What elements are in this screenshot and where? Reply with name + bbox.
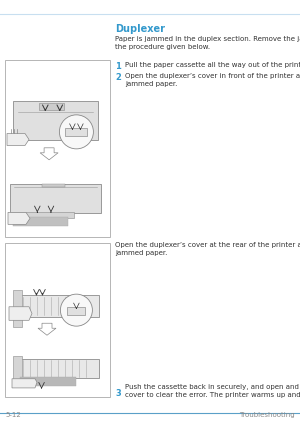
Bar <box>5 243 110 397</box>
Polygon shape <box>8 212 30 224</box>
Text: Troubleshooting: Troubleshooting <box>239 412 295 418</box>
Text: Pull the paper cassette all the way out of the printer.: Pull the paper cassette all the way out … <box>125 62 300 68</box>
Polygon shape <box>38 323 56 335</box>
Text: Paper is jammed in the duplex section. Remove the jammed paper using
the procedu: Paper is jammed in the duplex section. R… <box>115 36 300 50</box>
Polygon shape <box>7 133 29 145</box>
Bar <box>5 60 110 237</box>
Text: Open the duplexer’s cover in front of the printer and remove any
jammed paper.: Open the duplexer’s cover in front of th… <box>125 73 300 87</box>
Polygon shape <box>12 379 37 388</box>
Bar <box>10 212 74 218</box>
Text: Duplexer: Duplexer <box>115 24 165 34</box>
Bar <box>65 128 87 136</box>
Bar <box>10 184 101 213</box>
Bar <box>68 307 85 315</box>
Polygon shape <box>9 307 32 320</box>
Text: 2: 2 <box>115 73 121 82</box>
Text: Open the duplexer’s cover at the rear of the printer and remove any
jammed paper: Open the duplexer’s cover at the rear of… <box>115 242 300 256</box>
Text: Push the cassette back in securely, and open and close the top
cover to clear th: Push the cassette back in securely, and … <box>125 384 300 398</box>
Text: 1: 1 <box>115 62 121 71</box>
Bar <box>13 217 68 227</box>
Bar <box>13 356 22 386</box>
Bar <box>20 377 76 386</box>
Bar <box>20 359 99 378</box>
Bar <box>13 101 98 140</box>
Bar <box>20 295 99 317</box>
Bar <box>42 184 64 187</box>
Bar <box>38 103 64 110</box>
Text: 3: 3 <box>115 389 121 398</box>
Bar <box>13 290 22 327</box>
Polygon shape <box>40 148 58 160</box>
Circle shape <box>59 115 93 149</box>
Text: 5-12: 5-12 <box>5 412 21 418</box>
Circle shape <box>60 294 92 326</box>
